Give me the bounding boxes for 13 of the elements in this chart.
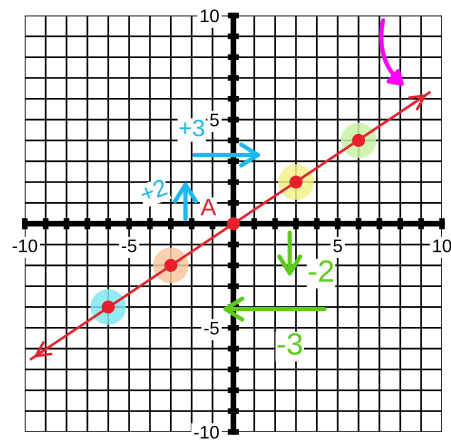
- annotation: +3: [179, 120, 204, 136]
- x-tick-label: 10: [433, 239, 451, 252]
- annotation: -2: [308, 260, 334, 282]
- y-tick-label: 10: [200, 9, 219, 22]
- x-tick-label: 5: [333, 240, 342, 252]
- y-tick-label: 5: [210, 114, 219, 126]
- annotation: A: [200, 199, 216, 216]
- annotation: -3: [277, 333, 302, 355]
- annotation: +2: [139, 178, 168, 202]
- y-tick-label: -5: [204, 322, 219, 335]
- x-tick-label: -10: [12, 239, 38, 252]
- x-tick-label: -5: [122, 240, 136, 252]
- y-tick-label: -10: [194, 426, 219, 439]
